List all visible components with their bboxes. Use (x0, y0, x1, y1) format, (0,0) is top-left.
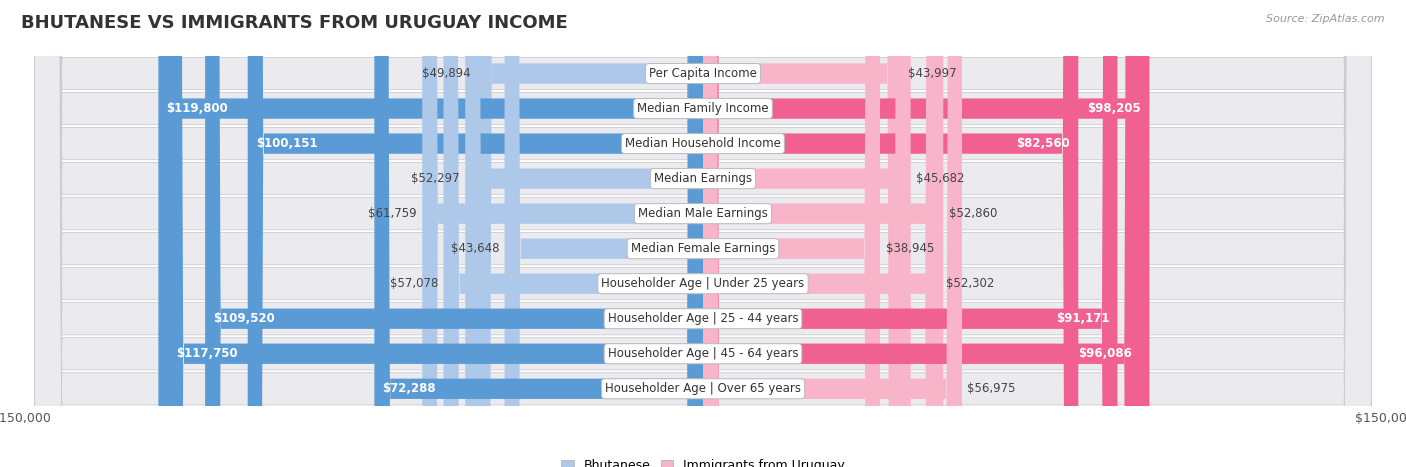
Text: $52,297: $52,297 (411, 172, 460, 185)
Text: $38,945: $38,945 (886, 242, 934, 255)
Text: Median Female Earnings: Median Female Earnings (631, 242, 775, 255)
Text: $56,975: $56,975 (967, 382, 1017, 395)
FancyBboxPatch shape (159, 0, 703, 467)
Text: $45,682: $45,682 (917, 172, 965, 185)
Text: $61,759: $61,759 (368, 207, 416, 220)
FancyBboxPatch shape (35, 0, 1371, 467)
FancyBboxPatch shape (35, 0, 1371, 467)
Text: $43,997: $43,997 (908, 67, 957, 80)
Text: $91,171: $91,171 (1056, 312, 1109, 325)
FancyBboxPatch shape (703, 0, 1118, 467)
Text: Householder Age | Under 25 years: Householder Age | Under 25 years (602, 277, 804, 290)
Text: Median Earnings: Median Earnings (654, 172, 752, 185)
FancyBboxPatch shape (35, 0, 1371, 467)
Text: Median Household Income: Median Household Income (626, 137, 780, 150)
FancyBboxPatch shape (703, 0, 880, 467)
FancyBboxPatch shape (422, 0, 703, 467)
FancyBboxPatch shape (35, 0, 1371, 467)
Text: Householder Age | 45 - 64 years: Householder Age | 45 - 64 years (607, 347, 799, 360)
FancyBboxPatch shape (35, 0, 1371, 467)
FancyBboxPatch shape (443, 0, 703, 467)
Text: $57,078: $57,078 (389, 277, 439, 290)
FancyBboxPatch shape (35, 0, 1371, 467)
FancyBboxPatch shape (477, 0, 703, 467)
Text: Median Family Income: Median Family Income (637, 102, 769, 115)
Text: $72,288: $72,288 (382, 382, 436, 395)
FancyBboxPatch shape (374, 0, 703, 467)
Text: Per Capita Income: Per Capita Income (650, 67, 756, 80)
Text: $119,800: $119,800 (166, 102, 228, 115)
Text: Median Male Earnings: Median Male Earnings (638, 207, 768, 220)
Text: Householder Age | Over 65 years: Householder Age | Over 65 years (605, 382, 801, 395)
FancyBboxPatch shape (205, 0, 703, 467)
Text: Source: ZipAtlas.com: Source: ZipAtlas.com (1267, 14, 1385, 24)
FancyBboxPatch shape (703, 0, 911, 467)
Text: Householder Age | 25 - 44 years: Householder Age | 25 - 44 years (607, 312, 799, 325)
Text: $82,560: $82,560 (1017, 137, 1070, 150)
Text: $43,648: $43,648 (450, 242, 499, 255)
FancyBboxPatch shape (35, 0, 1371, 467)
Text: $100,151: $100,151 (256, 137, 318, 150)
FancyBboxPatch shape (167, 0, 703, 467)
FancyBboxPatch shape (703, 0, 962, 467)
FancyBboxPatch shape (505, 0, 703, 467)
Text: BHUTANESE VS IMMIGRANTS FROM URUGUAY INCOME: BHUTANESE VS IMMIGRANTS FROM URUGUAY INC… (21, 14, 568, 32)
FancyBboxPatch shape (247, 0, 703, 467)
Legend: Bhutanese, Immigrants from Uruguay: Bhutanese, Immigrants from Uruguay (557, 454, 849, 467)
FancyBboxPatch shape (35, 0, 1371, 467)
FancyBboxPatch shape (703, 0, 1140, 467)
FancyBboxPatch shape (35, 0, 1371, 467)
Text: $52,302: $52,302 (946, 277, 994, 290)
FancyBboxPatch shape (465, 0, 703, 467)
FancyBboxPatch shape (703, 0, 1150, 467)
FancyBboxPatch shape (703, 0, 941, 467)
Text: $49,894: $49,894 (422, 67, 471, 80)
FancyBboxPatch shape (35, 0, 1371, 467)
Text: $109,520: $109,520 (214, 312, 276, 325)
Text: $52,860: $52,860 (949, 207, 997, 220)
Text: $98,205: $98,205 (1087, 102, 1142, 115)
Text: $96,086: $96,086 (1078, 347, 1132, 360)
FancyBboxPatch shape (703, 0, 903, 467)
FancyBboxPatch shape (703, 0, 943, 467)
FancyBboxPatch shape (703, 0, 1078, 467)
Text: $117,750: $117,750 (176, 347, 238, 360)
